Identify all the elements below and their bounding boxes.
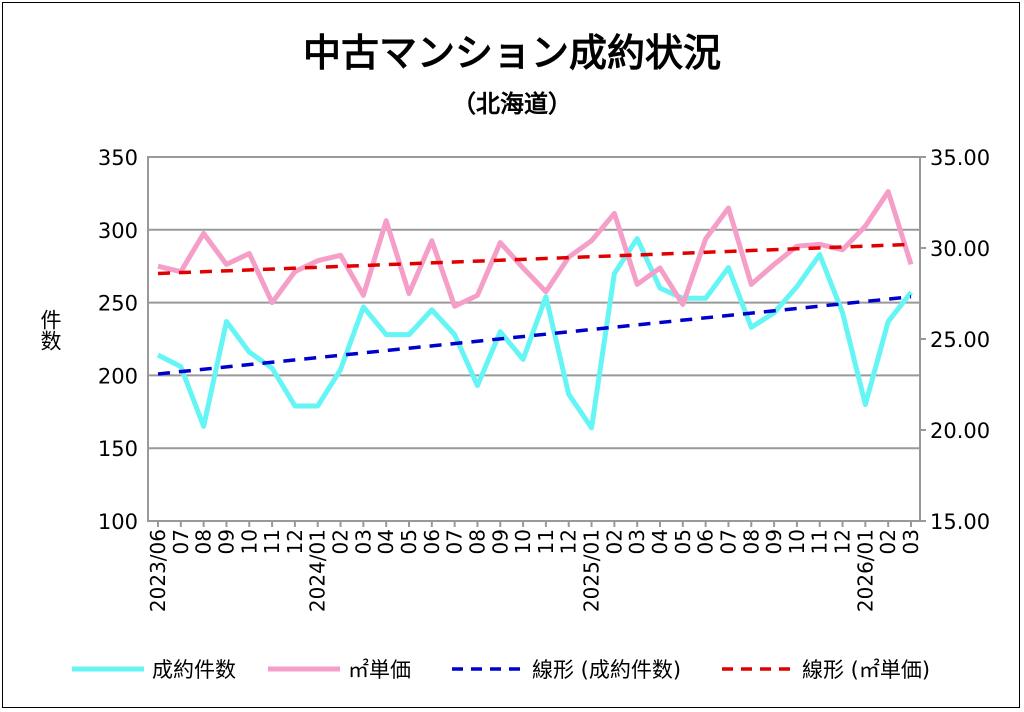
x-tick-label: 12	[283, 529, 307, 554]
x-tick-label: 06	[420, 529, 444, 554]
x-tick-label: 07	[716, 529, 740, 554]
x-tick-label: 05	[671, 529, 695, 554]
x-tick-label: 09	[214, 529, 238, 554]
legend-label: ㎡単価	[348, 658, 411, 682]
x-tick-label: 04	[648, 529, 672, 554]
y-tick-label: 300	[98, 219, 138, 243]
plot-area	[147, 156, 921, 522]
y-right-tick-label: 35.00	[930, 146, 990, 170]
x-tick-label: 11	[260, 529, 284, 554]
y-tick-label: 250	[98, 292, 138, 316]
x-tick-label: 07	[169, 529, 193, 554]
x-tick-label: 03	[351, 529, 375, 554]
x-tick-label: 11	[808, 529, 832, 554]
x-tick-label: 09	[762, 529, 786, 554]
x-tick-label: 03	[899, 529, 923, 554]
x-tick-label: 03	[625, 529, 649, 554]
y-tick-label: 150	[98, 437, 138, 461]
y-tick-label: 350	[98, 146, 138, 170]
x-tick-label: 04	[374, 529, 398, 554]
legend-label: 線形 (成約件数)	[532, 658, 681, 682]
x-tick-label: 12	[831, 529, 855, 554]
x-tick-label: 02	[329, 529, 353, 554]
x-tick-label: 2026/01	[853, 529, 877, 612]
series-line-1	[157, 189, 914, 309]
x-tick-label: 09	[488, 529, 512, 554]
y-axis-label: 件数	[38, 309, 62, 351]
chart-subtitle: （北海道）	[452, 90, 572, 118]
y-right-tick-label: 25.00	[930, 328, 990, 352]
x-tick-label: 10	[785, 529, 809, 554]
series-line-2	[157, 295, 912, 376]
x-tick-label: 2024/01	[306, 529, 330, 612]
x-tick-label: 08	[465, 529, 489, 554]
x-tick-label: 05	[397, 529, 421, 554]
x-tick-label: 2025/01	[580, 529, 604, 612]
x-tick-label: 06	[694, 529, 718, 554]
series-line-3	[157, 242, 912, 276]
series-line-0	[156, 236, 913, 431]
x-tick-label: 10	[237, 529, 261, 554]
x-tick-label: 02	[602, 529, 626, 554]
y-tick-label: 100	[98, 510, 138, 534]
x-tick-label: 07	[443, 529, 467, 554]
x-tick-label: 12	[557, 529, 581, 554]
x-tick-label: 08	[739, 529, 763, 554]
y-right-tick-label: 30.00	[930, 237, 990, 261]
x-tick-label: 08	[192, 529, 216, 554]
x-tick-label: 10	[511, 529, 535, 554]
y-tick-label: 200	[98, 364, 138, 388]
legend-label: 線形 (㎡単価)	[802, 658, 930, 682]
y-right-tick-label: 15.00	[930, 510, 990, 534]
y-right-tick-label: 20.00	[930, 419, 990, 443]
legend-label: 成約件数	[152, 658, 236, 682]
x-tick-label: 11	[534, 529, 558, 554]
x-tick-label: 2023/06	[146, 529, 170, 612]
chart-title: 中古マンション成約状況	[303, 31, 721, 75]
x-tick-label: 02	[876, 529, 900, 554]
